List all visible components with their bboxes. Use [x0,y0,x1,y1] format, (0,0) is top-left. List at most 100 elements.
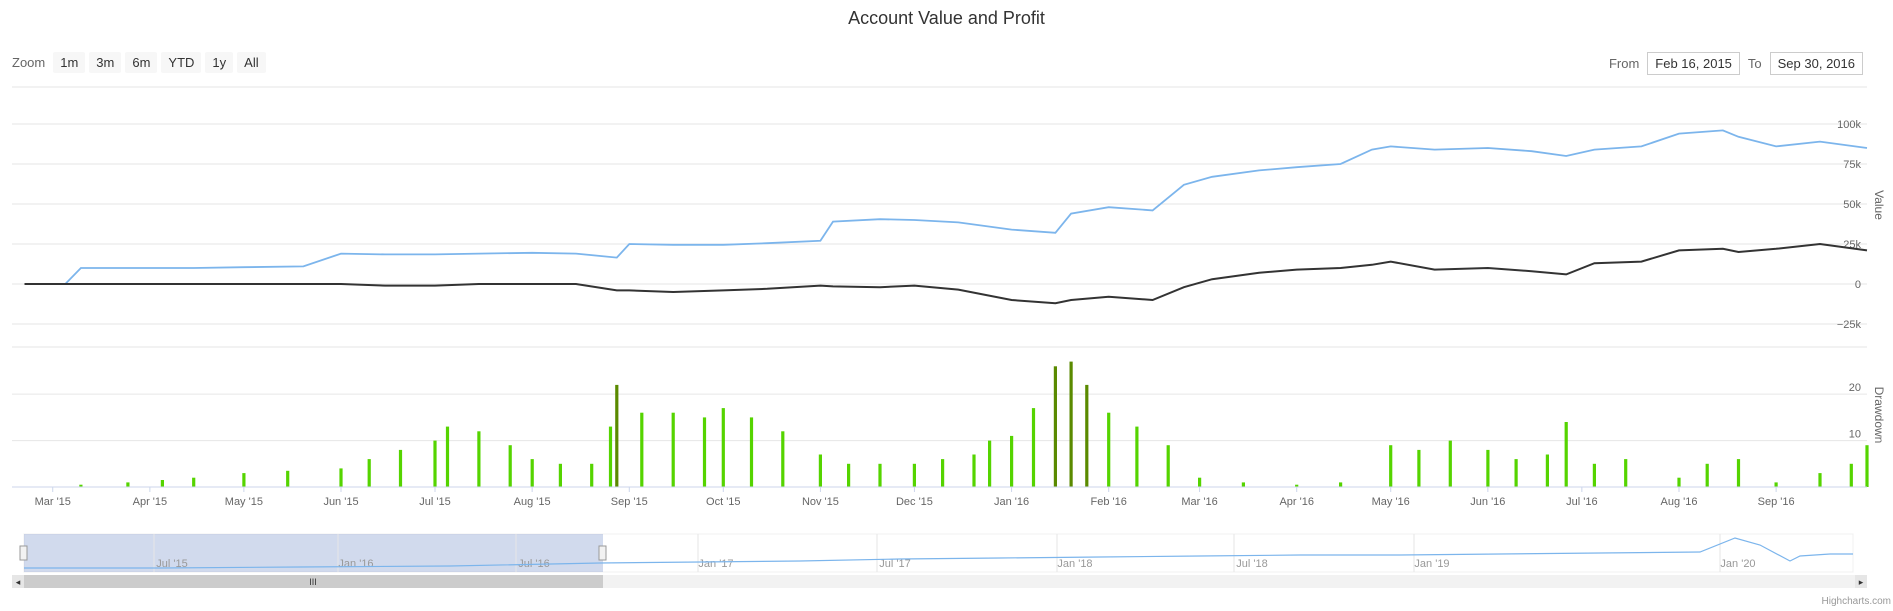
drawdown-bar [1564,422,1568,487]
drawdown-bar [367,459,371,487]
x-tick-label: Apr '16 [1279,496,1314,508]
zoom-selector: Zoom 1m 3m 6m YTD 1y All [12,52,266,73]
navigator-tick-label: Jul '15 [156,558,187,570]
drawdown-bar [286,470,290,488]
drawdown-bar [1135,426,1139,487]
date-range-selector: From Feb 16, 2015 To Sep 30, 2016 [1609,52,1863,75]
zoom-all-button[interactable]: All [237,52,266,73]
drawdown-tick-label: 20 [1849,382,1861,394]
drawdown-bar [445,426,450,487]
navigator-tick-label: Jan '18 [1057,558,1092,570]
navigator-tick-label: Jul '18 [1236,558,1267,570]
drawdown-bar [1545,454,1549,487]
x-tick-label: Jul '15 [419,496,450,508]
navigator-right-handle [598,545,607,561]
credit-link[interactable]: Highcharts.com [1821,596,1891,607]
profit-line [24,242,1868,305]
x-tick-label: Jan '16 [994,496,1029,508]
value-line [24,129,1868,285]
drawdown-bar [1241,482,1245,487]
drawdown-bar [1417,449,1421,487]
drawdown-bar [508,445,512,487]
drawdown-bar [640,412,644,487]
x-tick-label: Apr '15 [133,496,168,508]
drawdown-bar [1865,445,1869,487]
drawdown-bar [1514,459,1518,487]
drawdown-bar [941,459,945,487]
drawdown-bar [339,468,343,487]
drawdown-bar [398,449,403,487]
drawdown-bar [615,384,619,487]
drawdown-bar [878,463,882,487]
drawdown-bar [749,417,754,487]
drawdown-bar [1736,459,1741,487]
x-tick-label: Feb '16 [1091,496,1127,508]
drawdown-bar [1198,477,1202,487]
value-tick-label: −25k [1837,319,1862,331]
from-label: From [1608,56,1640,71]
zoom-1m-button[interactable]: 1m [53,52,86,73]
drawdown-bar [477,431,481,487]
x-tick-label: Jun '15 [323,496,358,508]
x-tick-label: Sep '16 [1758,496,1795,508]
to-date-input[interactable]: Sep 30, 2016 [1769,52,1863,75]
from-date-input[interactable]: Feb 16, 2015 [1647,52,1740,75]
x-tick-label: Sep '15 [611,496,648,508]
zoom-3m-button[interactable]: 3m [89,52,122,73]
x-tick-label: Mar '16 [1181,496,1217,508]
navigator-left-handle [19,545,28,561]
navigator-tick-label: Jan '19 [1414,558,1449,570]
drawdown-bar [590,463,594,487]
drawdown-bar [972,454,976,487]
navigator-series-line [24,537,1853,569]
zoom-label: Zoom [12,55,46,70]
drawdown-bar [1085,384,1089,487]
x-tick-label: May '15 [225,496,263,508]
drawdown-bar [702,417,707,487]
x-tick-label: Oct '15 [706,496,741,508]
navigator-tick-label: Jul '17 [879,558,910,570]
zoom-1y-button[interactable]: 1y [205,52,234,73]
drawdown-bar [1069,361,1073,487]
drawdown-bar [1448,440,1452,487]
drawdown-bar [1166,445,1170,487]
drawdown-bar [242,473,246,487]
scroll-left-arrow-icon: ◂ [16,577,21,587]
drawdown-bar [1624,459,1628,487]
navigator-tick-label: Jan '20 [1720,558,1755,570]
navigator-selection [24,534,603,572]
drawdown-bar [1107,412,1111,487]
drawdown-bar [558,463,562,487]
drawdown-bar [1592,463,1596,487]
drawdown-bar [79,484,83,487]
drawdown-bar [1031,408,1036,487]
drawdown-bar [912,463,916,487]
drawdown-bar [818,454,822,487]
scrollbar-right-button [1855,575,1867,588]
drawdown-bar [126,482,130,487]
x-tick-label: Jun '16 [1470,496,1505,508]
drawdown-bar [1486,449,1490,487]
drawdown-bar [721,408,725,487]
scrollbar-grip: III [309,577,317,587]
chart-title: Account Value and Profit [848,8,1045,28]
value-axis-label: Value [1872,190,1886,220]
drawdown-bar [1295,484,1299,487]
value-tick-label: 75k [1843,159,1861,171]
x-tick-label: May '16 [1372,496,1410,508]
drawdown-bar [1774,482,1778,487]
zoom-6m-button[interactable]: 6m [125,52,158,73]
drawdown-bar [530,459,534,487]
x-tick-label: Nov '15 [802,496,839,508]
drawdown-axis-label: Drawdown [1872,387,1886,444]
drawdown-bar [1339,482,1343,487]
value-tick-label: 50k [1843,199,1861,211]
navigator-tick-label: Jan '17 [698,558,733,570]
x-tick-label: Aug '15 [514,496,551,508]
value-tick-label: 0 [1855,279,1861,291]
zoom-ytd-button[interactable]: YTD [161,52,202,73]
drawdown-bar [608,426,613,487]
scrollbar-thumb [24,575,603,588]
x-tick-label: Aug '16 [1661,496,1698,508]
